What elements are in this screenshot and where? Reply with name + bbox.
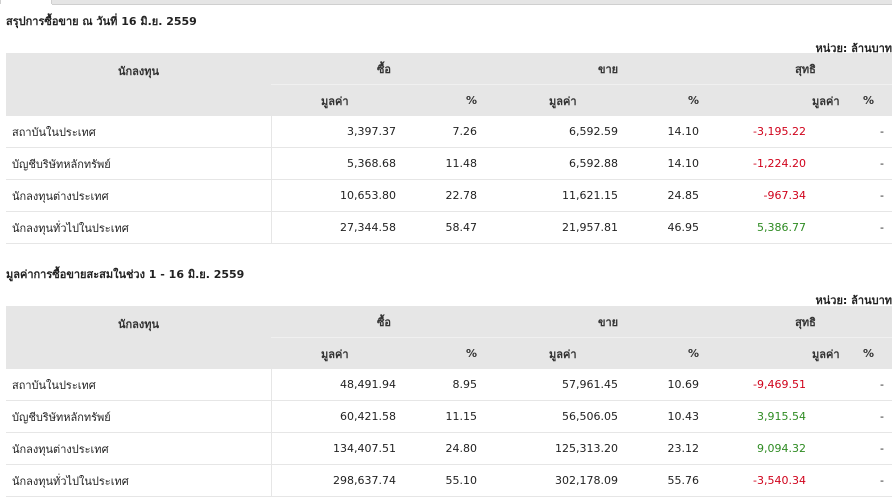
table-row: บัญชีบริษัทหลักทรัพย์ 5,368.68 11.48 6,5…: [6, 147, 892, 180]
net-value: -967.34: [719, 179, 849, 212]
net-value: 5,386.77: [719, 211, 849, 244]
buy-percent: 24.80: [404, 432, 498, 465]
net-percent: -: [848, 369, 892, 401]
daily-summary-title: สรุปการซื้อขาย ณ วันที่ 16 มิ.ย. 2559: [6, 15, 197, 28]
sell-value: 6,592.59: [497, 116, 627, 148]
buy-column-header: ซื้อ: [271, 53, 498, 85]
investor-column-header: นักลงทุน: [6, 53, 271, 116]
investor-name: บัญชีบริษัทหลักทรัพย์: [6, 147, 272, 180]
sell-column-header: ขาย: [497, 53, 720, 85]
buy-percent: 58.47: [404, 211, 498, 244]
sell-percent: 23.12: [626, 432, 720, 465]
net-value: 3,915.54: [719, 400, 849, 433]
net-column-header: สุทธิ: [719, 53, 892, 85]
sell-percent: 10.43: [626, 400, 720, 433]
cumulative-summary-table: นักลงทุน ซื้อ ขาย สุทธิ มูลค่า % มูลค่า …: [6, 306, 892, 497]
net-value: -9,469.51: [719, 369, 849, 401]
sell-value: 125,313.20: [497, 432, 627, 465]
net-percent: -: [848, 432, 892, 465]
sell-percent: 14.10: [626, 116, 720, 148]
table-row: สถาบันในประเทศ 3,397.37 7.26 6,592.59 14…: [6, 116, 892, 148]
net-percent-header: %: [848, 337, 892, 369]
sell-value: 56,506.05: [497, 400, 627, 433]
investor-name: นักลงทุนทั่วไปในประเทศ: [6, 211, 272, 244]
buy-value: 10,653.80: [271, 179, 404, 212]
top-tab-strip: [0, 0, 892, 5]
net-percent: -: [848, 400, 892, 433]
net-percent: -: [848, 179, 892, 212]
daily-summary-table: นักลงทุน ซื้อ ขาย สุทธิ มูลค่า % มูลค่า …: [6, 53, 892, 244]
buy-value: 3,397.37: [271, 116, 404, 148]
buy-value: 134,407.51: [271, 432, 404, 465]
investor-column-header: นักลงทุน: [6, 306, 271, 369]
daily-unit-label: หน่วย: ล้านบาท: [815, 42, 892, 55]
sell-percent: 24.85: [626, 179, 720, 212]
sell-percent-header: %: [626, 337, 720, 369]
tab-strip-background: [52, 0, 892, 5]
net-column-header: สุทธิ: [719, 306, 892, 338]
net-percent: -: [848, 116, 892, 148]
sell-value: 21,957.81: [497, 211, 627, 244]
net-percent-header: %: [848, 84, 892, 116]
net-value: -1,224.20: [719, 147, 849, 180]
sell-value: 11,621.15: [497, 179, 627, 212]
investor-name: นักลงทุนต่างประเทศ: [6, 432, 272, 465]
buy-percent: 22.78: [404, 179, 498, 212]
cumulative-summary-title: มูลค่าการซื้อขายสะสมในช่วง 1 - 16 มิ.ย. …: [6, 268, 245, 281]
sell-percent: 46.95: [626, 211, 720, 244]
buy-value-header: มูลค่า: [271, 84, 404, 116]
buy-percent: 7.26: [404, 116, 498, 148]
buy-percent: 55.10: [404, 464, 498, 497]
sell-percent-header: %: [626, 84, 720, 116]
cumulative-unit-label: หน่วย: ล้านบาท: [815, 294, 892, 307]
investor-name: บัญชีบริษัทหลักทรัพย์: [6, 400, 272, 433]
sell-value: 57,961.45: [497, 369, 627, 401]
table-row: นักลงทุนต่างประเทศ 10,653.80 22.78 11,62…: [6, 179, 892, 212]
buy-percent-header: %: [404, 84, 498, 116]
investor-name: นักลงทุนทั่วไปในประเทศ: [6, 464, 272, 497]
buy-value: 48,491.94: [271, 369, 404, 401]
net-percent: -: [848, 211, 892, 244]
sell-percent: 14.10: [626, 147, 720, 180]
table-row: บัญชีบริษัทหลักทรัพย์ 60,421.58 11.15 56…: [6, 400, 892, 433]
investor-name: สถาบันในประเทศ: [6, 116, 272, 148]
buy-value: 5,368.68: [271, 147, 404, 180]
sell-value: 6,592.88: [497, 147, 627, 180]
buy-value: 27,344.58: [271, 211, 404, 244]
sell-value-header: มูลค่า: [497, 337, 627, 369]
net-value: -3,195.22: [719, 116, 849, 148]
net-percent: -: [848, 147, 892, 180]
buy-value: 60,421.58: [271, 400, 404, 433]
sell-value: 302,178.09: [497, 464, 627, 497]
sell-value-header: มูลค่า: [497, 84, 627, 116]
table-row: สถาบันในประเทศ 48,491.94 8.95 57,961.45 …: [6, 369, 892, 401]
sell-column-header: ขาย: [497, 306, 720, 338]
buy-column-header: ซื้อ: [271, 306, 498, 338]
net-value-header: มูลค่า: [719, 84, 849, 116]
investor-name: นักลงทุนต่างประเทศ: [6, 179, 272, 212]
buy-percent: 11.48: [404, 147, 498, 180]
sell-percent: 10.69: [626, 369, 720, 401]
investor-name: สถาบันในประเทศ: [6, 369, 272, 401]
net-value: 9,094.32: [719, 432, 849, 465]
net-percent: -: [848, 464, 892, 497]
buy-value-header: มูลค่า: [271, 337, 404, 369]
sell-percent: 55.76: [626, 464, 720, 497]
table-row: นักลงทุนทั่วไปในประเทศ 27,344.58 58.47 2…: [6, 211, 892, 244]
table-row: นักลงทุนต่างประเทศ 134,407.51 24.80 125,…: [6, 432, 892, 465]
net-value: -3,540.34: [719, 464, 849, 497]
buy-value: 298,637.74: [271, 464, 404, 497]
buy-percent-header: %: [404, 337, 498, 369]
table-row: นักลงทุนทั่วไปในประเทศ 298,637.74 55.10 …: [6, 464, 892, 497]
buy-percent: 8.95: [404, 369, 498, 401]
net-value-header: มูลค่า: [719, 337, 849, 369]
buy-percent: 11.15: [404, 400, 498, 433]
active-tab-edge[interactable]: [0, 0, 52, 4]
